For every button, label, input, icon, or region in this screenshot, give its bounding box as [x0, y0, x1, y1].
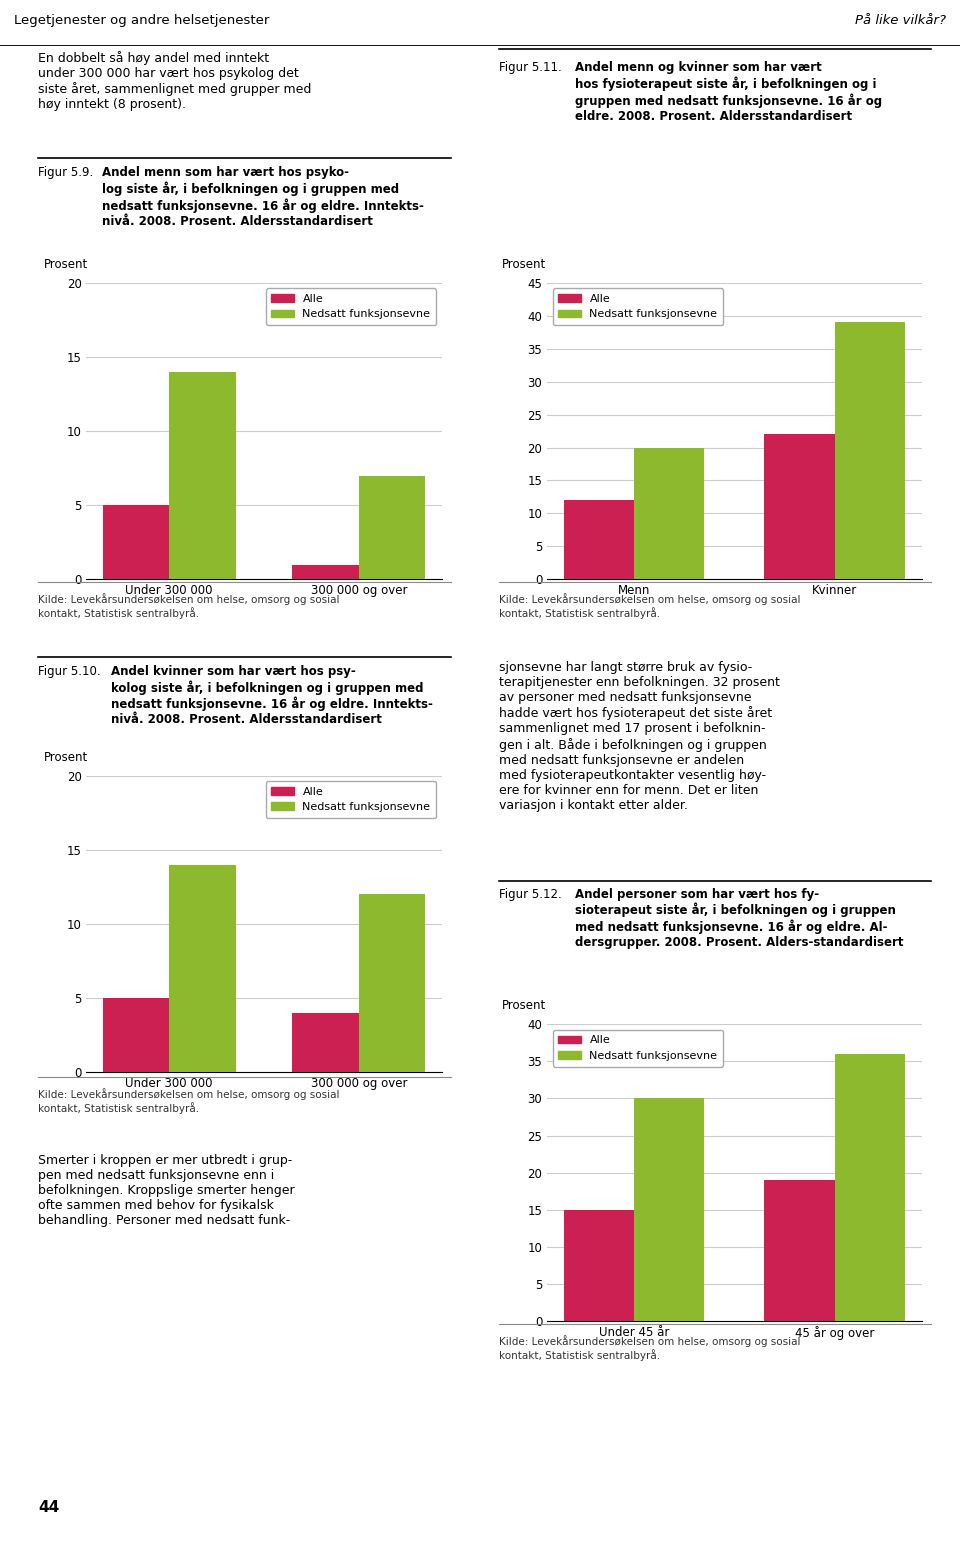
- Bar: [293, 1014, 359, 1072]
- Text: Andel menn og kvinner som har vært
hos fysioterapeut siste år, i befolkningen og: Andel menn og kvinner som har vært hos f…: [575, 60, 882, 122]
- Bar: [764, 1180, 834, 1321]
- Text: Prosent: Prosent: [44, 258, 88, 270]
- Text: sjonsevne har langt større bruk av fysio-
terapitjenester enn befolkningen. 32 p: sjonsevne har langt større bruk av fysio…: [499, 661, 780, 811]
- Bar: [564, 501, 635, 579]
- Bar: [764, 434, 834, 579]
- Legend: Alle, Nedsatt funksjonsevne: Alle, Nedsatt funksjonsevne: [266, 782, 436, 817]
- Text: Prosent: Prosent: [44, 751, 88, 763]
- Text: Figur 5.12.: Figur 5.12.: [499, 887, 562, 901]
- Text: Andel menn som har vært hos psyko-
log siste år, i befolkningen og i gruppen med: Andel menn som har vært hos psyko- log s…: [103, 165, 424, 227]
- Bar: [834, 1054, 904, 1321]
- Bar: [635, 448, 705, 579]
- Bar: [834, 323, 904, 579]
- Text: Kilde: Levekårsundersøkelsen om helse, omsorg og sosial
kontakt, Statistisk sent: Kilde: Levekårsundersøkelsen om helse, o…: [38, 1088, 340, 1114]
- Text: Kilde: Levekårsundersøkelsen om helse, omsorg og sosial
kontakt, Statistisk sent: Kilde: Levekårsundersøkelsen om helse, o…: [38, 593, 340, 620]
- Text: Figur 5.9.: Figur 5.9.: [38, 165, 94, 179]
- Bar: [169, 372, 235, 579]
- Legend: Alle, Nedsatt funksjonsevne: Alle, Nedsatt funksjonsevne: [553, 1031, 723, 1066]
- Bar: [169, 865, 235, 1072]
- Bar: [359, 895, 425, 1072]
- Text: Legetjenester og andre helsetjenester: Legetjenester og andre helsetjenester: [14, 14, 270, 28]
- Bar: [103, 505, 169, 579]
- Legend: Alle, Nedsatt funksjonsevne: Alle, Nedsatt funksjonsevne: [266, 289, 436, 324]
- Bar: [103, 998, 169, 1072]
- Text: Prosent: Prosent: [502, 258, 546, 270]
- Bar: [635, 1098, 705, 1321]
- Bar: [359, 476, 425, 579]
- Text: Andel personer som har vært hos fy-
sioterapeut siste år, i befolkningen og i gr: Andel personer som har vært hos fy- siot…: [575, 887, 903, 949]
- Text: En dobbelt så høy andel med inntekt
under 300 000 har vært hos psykolog det
sist: En dobbelt så høy andel med inntekt unde…: [38, 51, 312, 111]
- Text: 44: 44: [38, 1500, 60, 1514]
- Text: På like vilkår?: På like vilkår?: [854, 14, 946, 28]
- Text: Andel kvinner som har vært hos psy-
kolog siste år, i befolkningen og i gruppen : Andel kvinner som har vært hos psy- kolo…: [110, 664, 433, 726]
- Text: Figur 5.11.: Figur 5.11.: [499, 60, 562, 74]
- Bar: [564, 1210, 635, 1321]
- Text: Figur 5.10.: Figur 5.10.: [38, 664, 101, 678]
- Text: Kilde: Levekårsundersøkelsen om helse, omsorg og sosial
kontakt, Statistisk sent: Kilde: Levekårsundersøkelsen om helse, o…: [499, 593, 801, 620]
- Text: Prosent: Prosent: [502, 1000, 546, 1012]
- Legend: Alle, Nedsatt funksjonsevne: Alle, Nedsatt funksjonsevne: [553, 289, 723, 324]
- Text: Smerter i kroppen er mer utbredt i grup-
pen med nedsatt funksjonsevne enn i
bef: Smerter i kroppen er mer utbredt i grup-…: [38, 1154, 295, 1227]
- Bar: [293, 564, 359, 579]
- Text: Kilde: Levekårsundersøkelsen om helse, omsorg og sosial
kontakt, Statistisk sent: Kilde: Levekårsundersøkelsen om helse, o…: [499, 1335, 801, 1361]
